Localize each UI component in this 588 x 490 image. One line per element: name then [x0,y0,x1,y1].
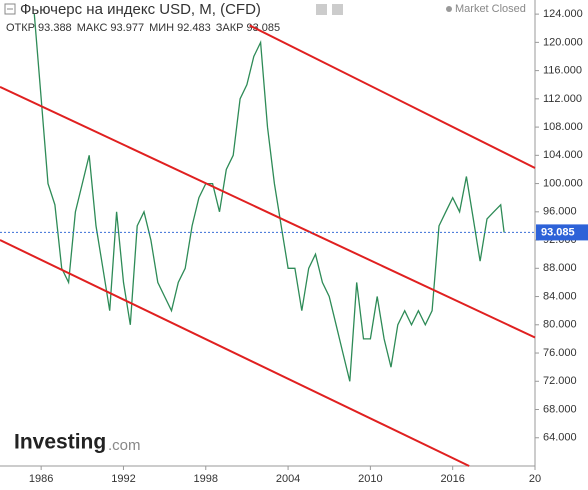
ohlc-row: ОТКР 93.388 МАКС 93.977 МИН 92.483 ЗАКР 93.085 [6,22,280,34]
y-tick-label: 72.000 [543,375,577,387]
y-tick-label: 116.000 [543,65,582,77]
y-tick-label: 64.000 [543,432,577,444]
trend-line [0,85,536,339]
x-tick-label: 1986 [29,473,53,485]
market-status: Market Closed [455,3,526,15]
y-tick-label: 80.000 [543,319,577,331]
ohlc-value: 93.388 [38,22,72,34]
collapse-icon[interactable] [4,3,16,15]
x-tick-label: 1992 [111,473,135,485]
status-dot [446,6,452,12]
y-tick-label: 108.000 [543,121,583,133]
x-tick-label: 2004 [276,473,300,485]
last-price-label: 93.085 [541,226,575,238]
y-tick-label: 104.000 [543,149,583,161]
ohlc-value: 93.977 [110,22,144,34]
ohlc-label: МИН [149,22,174,34]
logo-suffix: .com [108,437,141,454]
y-tick-label: 88.000 [543,262,577,274]
ohlc-label: МАКС [77,22,108,34]
close-icon[interactable] [332,4,343,15]
x-tick-label: 2010 [358,473,382,485]
ohlc-value: 93.085 [246,22,280,34]
ohlc-label: ЗАКР [216,22,244,34]
chart-title: Фьючерс на индекс USD, M, (CFD) [20,1,261,18]
y-tick-label: 120.000 [543,36,583,48]
ohlc-label: ОТКР [6,22,35,34]
y-tick-label: 124.000 [543,8,583,20]
price-line [33,14,505,382]
y-tick-label: 112.000 [543,93,582,105]
y-tick-label: 68.000 [543,403,577,415]
settings-icon[interactable] [316,4,327,15]
y-tick-label: 100.000 [543,177,583,189]
x-tick-label: 1998 [194,473,218,485]
y-tick-label: 96.000 [543,206,577,218]
x-tick-label: 20 [529,473,541,485]
trend-line [249,24,536,169]
last-price-box [536,224,588,241]
logo-name: Investing [14,431,106,454]
y-tick-label: 76.000 [543,347,577,359]
x-tick-label: 2016 [440,473,464,485]
trend-line [0,239,470,467]
ohlc-value: 92.483 [177,22,211,34]
y-tick-label: 84.000 [543,290,577,302]
